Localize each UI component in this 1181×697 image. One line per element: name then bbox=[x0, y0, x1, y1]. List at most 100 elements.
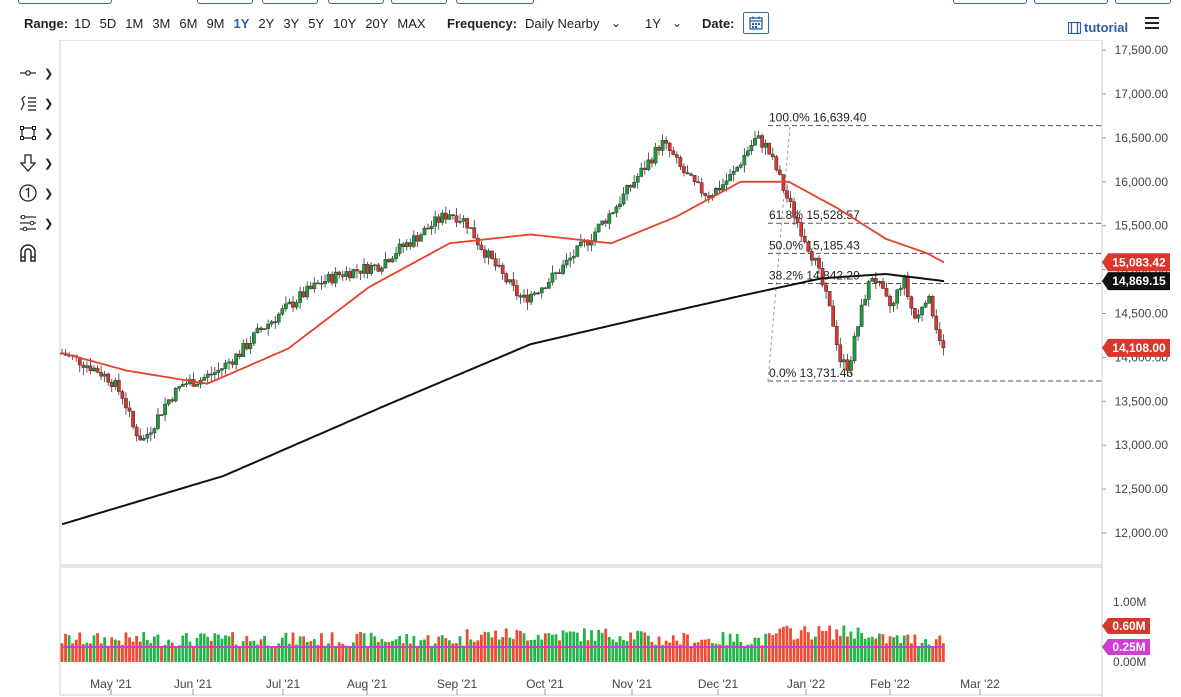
volume-bar-down bbox=[792, 639, 796, 662]
volume-bar-up bbox=[920, 642, 924, 662]
volume-bar-up bbox=[423, 639, 426, 662]
chevron-down-icon[interactable]: ⌄ bbox=[611, 16, 622, 30]
price-chart[interactable]: 12,000.0012,500.0013,000.0013,500.0014,0… bbox=[0, 40, 1181, 697]
range-option-1m[interactable]: 1M bbox=[125, 16, 144, 31]
toolbar-button-stub[interactable] bbox=[328, 0, 384, 4]
volume-bar-down bbox=[888, 636, 892, 662]
date-picker-button[interactable] bbox=[743, 12, 769, 34]
candle-down bbox=[930, 296, 935, 317]
candle-down bbox=[806, 241, 811, 252]
range-option-3m[interactable]: 3M bbox=[152, 16, 171, 31]
toolbar-button-stub[interactable] bbox=[197, 0, 253, 4]
volume-bar-up bbox=[270, 646, 274, 662]
range-option-5y[interactable]: 5Y bbox=[308, 16, 325, 31]
counter-tool[interactable]: ❯ bbox=[18, 182, 56, 204]
candle-up bbox=[323, 281, 327, 285]
candle-up bbox=[596, 224, 601, 233]
symbol-box-stub[interactable] bbox=[18, 0, 112, 4]
chevron-right-icon[interactable]: ❯ bbox=[44, 217, 54, 230]
y-tick-label: 13,000.00 bbox=[1115, 438, 1169, 452]
candle-down bbox=[557, 272, 562, 274]
crosshair-tool[interactable]: ❯ bbox=[18, 62, 56, 84]
candle-up bbox=[269, 321, 274, 325]
candle-down bbox=[443, 212, 448, 220]
range-option-1y[interactable]: 1Y bbox=[233, 16, 250, 31]
chevron-right-icon[interactable]: ❯ bbox=[44, 187, 54, 200]
volume-bar-up bbox=[405, 634, 409, 662]
toolbar-button-stub[interactable] bbox=[456, 0, 534, 4]
volume-bar-up bbox=[625, 641, 629, 662]
chevron-right-icon[interactable]: ❯ bbox=[44, 157, 54, 170]
candle-down bbox=[479, 244, 484, 251]
y-tick-label: 12,500.00 bbox=[1115, 482, 1169, 496]
range-option-5d[interactable]: 5D bbox=[99, 16, 117, 31]
range-option-10y[interactable]: 10Y bbox=[333, 16, 357, 31]
range-option-1d[interactable]: 1D bbox=[74, 16, 91, 31]
volume-bar-down bbox=[444, 638, 448, 662]
toolbar-button-stub[interactable] bbox=[391, 0, 447, 4]
chevron-right-icon[interactable]: ❯ bbox=[44, 97, 54, 110]
volume-bar-up bbox=[352, 642, 355, 662]
volume-bar-down bbox=[515, 629, 519, 662]
candle-down bbox=[426, 227, 430, 230]
shape-tool[interactable]: ❯ bbox=[18, 122, 56, 144]
tutorial-link[interactable]: tutorial bbox=[1068, 20, 1128, 35]
range-option-20y[interactable]: 20Y bbox=[365, 16, 389, 31]
volume-bar-up bbox=[447, 640, 451, 662]
volume-bar-up bbox=[842, 625, 846, 662]
range-option-2y[interactable]: 2Y bbox=[258, 16, 275, 31]
chevron-right-icon[interactable]: ❯ bbox=[44, 127, 54, 140]
candle-up bbox=[220, 368, 224, 371]
candle-down bbox=[518, 295, 523, 298]
volume-bar-down bbox=[366, 646, 370, 662]
volume-bar-down bbox=[668, 642, 672, 662]
x-tick-label: Nov '21 bbox=[612, 677, 653, 691]
candle-up bbox=[447, 214, 452, 220]
price-panel bbox=[59, 40, 1103, 566]
candle-down bbox=[706, 195, 711, 198]
volume-bar-down bbox=[778, 628, 782, 662]
volume-bar-down bbox=[348, 646, 352, 662]
volume-bar-down bbox=[71, 643, 75, 662]
volume-bar-up bbox=[113, 639, 117, 662]
volume-bar-up bbox=[248, 641, 252, 662]
toolbar-button-stub[interactable] bbox=[1034, 0, 1108, 4]
candle-down bbox=[365, 263, 370, 274]
toolbar-button-stub[interactable] bbox=[1115, 0, 1171, 4]
arrow-tool[interactable]: ❯ bbox=[18, 152, 56, 174]
x-tick-label: Oct '21 bbox=[526, 677, 564, 691]
range-option-6m[interactable]: 6M bbox=[179, 16, 198, 31]
chevron-right-icon[interactable]: ❯ bbox=[44, 67, 54, 80]
volume-bar-up bbox=[394, 639, 398, 662]
candle-down bbox=[237, 353, 242, 357]
hamburger-menu-icon[interactable] bbox=[1145, 17, 1159, 31]
candle-down bbox=[674, 154, 679, 158]
range-option-3y[interactable]: 3Y bbox=[283, 16, 300, 31]
candle-up bbox=[440, 212, 445, 223]
volume-panel bbox=[59, 566, 1103, 696]
candle-down bbox=[159, 414, 164, 416]
chevron-down-icon[interactable]: ⌄ bbox=[672, 16, 683, 30]
range-option-max[interactable]: MAX bbox=[397, 16, 426, 31]
volume-avg-badge-bg bbox=[1102, 639, 1150, 655]
range-option-9m[interactable]: 9M bbox=[206, 16, 225, 31]
candle-up bbox=[579, 241, 583, 246]
volume-last-badge: 0.60M bbox=[1112, 619, 1145, 633]
toolbar-button-stub[interactable] bbox=[262, 0, 318, 4]
candle-up bbox=[429, 225, 434, 230]
volume-bar-down bbox=[831, 639, 835, 662]
period-dropdown[interactable]: 1Y bbox=[645, 16, 661, 31]
candle-up bbox=[284, 303, 288, 310]
frequency-dropdown[interactable]: Daily Nearby bbox=[525, 16, 600, 31]
volume-bar-down bbox=[835, 629, 839, 662]
candle-up bbox=[287, 301, 292, 305]
candle-down bbox=[483, 249, 487, 258]
candle-up bbox=[195, 383, 199, 387]
fibonacci-tool[interactable]: ❯ bbox=[18, 212, 56, 234]
candle-up bbox=[646, 159, 651, 170]
candle-up bbox=[536, 292, 541, 295]
magnet-tool[interactable] bbox=[18, 242, 56, 264]
trendline-tool[interactable]: ❯ bbox=[18, 92, 56, 114]
toolbar-button-stub[interactable] bbox=[953, 0, 1027, 4]
fib-tool-icon bbox=[18, 213, 38, 233]
